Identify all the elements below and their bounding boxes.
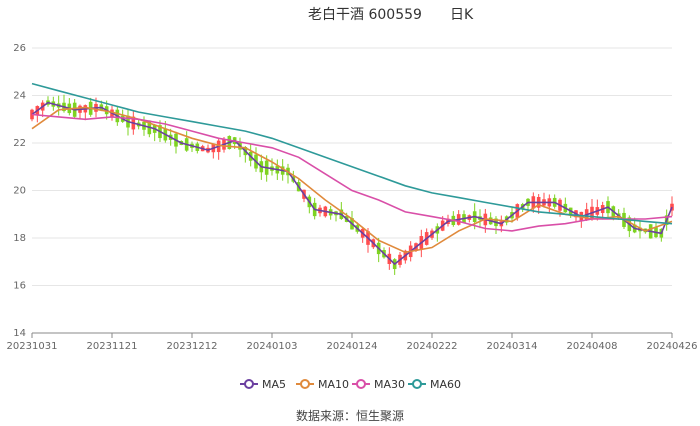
ma-line-ma5 xyxy=(31,101,673,266)
legend-label-ma60: MA60 xyxy=(430,378,461,391)
x-tick-label: 20231212 xyxy=(167,341,218,352)
ma-line-ma30 xyxy=(31,113,673,232)
x-tick-label: 20240222 xyxy=(407,341,458,352)
x-tick-label: 20240426 xyxy=(647,341,698,352)
x-tick-label: 20240408 xyxy=(567,341,618,352)
y-tick-label: 24 xyxy=(13,91,26,102)
period-label: 日K xyxy=(450,7,474,23)
data-source: 数据来源：恒生聚源 xyxy=(296,408,404,423)
legend-label-ma10: MA10 xyxy=(318,378,349,391)
y-tick-label: 20 xyxy=(13,186,26,197)
x-tick-label: 20240124 xyxy=(327,341,378,352)
legend-marker-ma10 xyxy=(300,379,310,389)
legend-label-ma30: MA30 xyxy=(374,378,405,391)
y-tick-label: 22 xyxy=(13,138,26,149)
legend-marker-ma60 xyxy=(412,379,422,389)
x-tick-label: 20231121 xyxy=(87,341,138,352)
y-tick-label: 14 xyxy=(13,328,26,339)
legend-label-ma5: MA5 xyxy=(262,378,286,391)
x-tick-label: 20240103 xyxy=(247,341,298,352)
grid xyxy=(32,47,672,334)
y-tick-label: 26 xyxy=(13,43,26,54)
legend-marker-ma30 xyxy=(356,379,366,389)
y-tick-label: 18 xyxy=(13,233,26,244)
moving-average-lines xyxy=(31,82,673,266)
y-tick-label: 16 xyxy=(13,281,26,292)
legend: MA5 MA10 MA30 MA60 xyxy=(240,378,461,391)
x-tick-label: 20240314 xyxy=(487,341,538,352)
ma-line-ma60 xyxy=(31,82,673,225)
legend-marker-ma5 xyxy=(244,379,254,389)
x-tick-label: 20231031 xyxy=(7,341,58,352)
axes: 14 16 18 20 22 24 26 20231031 20231121 20231212 20… xyxy=(7,43,698,352)
chart-title: 老白干酒 600559 xyxy=(308,7,422,23)
